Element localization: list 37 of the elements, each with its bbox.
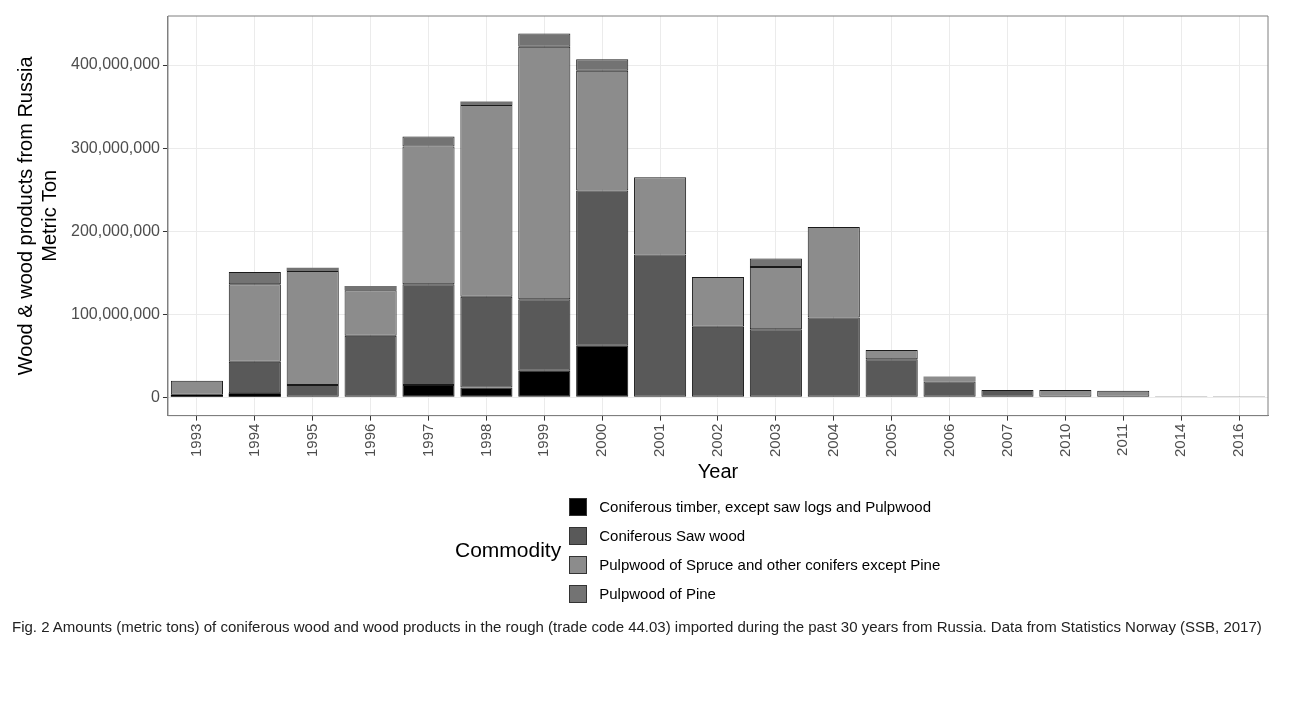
bar bbox=[228, 393, 281, 397]
x-tick-label: 2011 bbox=[1113, 423, 1131, 456]
x-tick-label: 2000 bbox=[592, 423, 610, 458]
bar bbox=[344, 286, 397, 291]
y-tick-label: 200,000,000 bbox=[70, 221, 161, 239]
y-tick-label: 400,000,000 bbox=[70, 55, 161, 73]
x-tick-label: 2003 bbox=[766, 423, 784, 458]
legend-label: Coniferous Saw wood bbox=[599, 527, 746, 544]
legend-title: Commodity bbox=[455, 538, 562, 562]
x-tick-label: 2001 bbox=[650, 423, 668, 458]
x-tick-label: 1993 bbox=[187, 423, 205, 458]
y-tick-label: 100,000,000 bbox=[70, 304, 161, 322]
x-tick-label: 2006 bbox=[939, 423, 957, 458]
bar bbox=[286, 267, 339, 272]
legend-label: Coniferous timber, except saw logs and Pulpwood bbox=[599, 498, 932, 515]
x-tick-label: 2005 bbox=[881, 423, 899, 458]
x-tick-label: 2014 bbox=[1171, 423, 1189, 458]
bar bbox=[923, 376, 976, 382]
x-tick-label: 1994 bbox=[244, 423, 262, 458]
legend-label: Pulpwood of Pine bbox=[599, 585, 716, 602]
bar bbox=[460, 101, 513, 105]
x-tick-label: 2007 bbox=[997, 423, 1015, 458]
x-tick-label: 2010 bbox=[1055, 423, 1073, 458]
x-tick-label: 1997 bbox=[418, 423, 436, 458]
x-tick-label: 2004 bbox=[823, 423, 841, 458]
x-tick-label: 1998 bbox=[476, 423, 494, 458]
y-tick-label: 0 bbox=[151, 387, 161, 405]
y-axis-title: Wood & wood products from Russia Metric Ton bbox=[13, 55, 60, 376]
x-axis-title: Year bbox=[697, 459, 739, 482]
x-tick-label: 1996 bbox=[360, 423, 378, 458]
y-tick-label: 300,000,000 bbox=[70, 138, 161, 156]
x-tick-label: 1999 bbox=[534, 423, 552, 458]
x-tick-label: 1995 bbox=[302, 423, 320, 458]
x-tick-label: 2016 bbox=[1229, 423, 1247, 458]
caption: Fig. 2 Amounts (metric tons) of coniferous wood and wood products in the rough (trade code 44.03) imported during the past 30 years from Russia. Data from Statistics Norway (SSB, 2017) bbox=[12, 617, 1263, 637]
x-tick-label: 2002 bbox=[708, 423, 726, 458]
legend-label: Pulpwood of Spruce and other conifers except Pine bbox=[599, 556, 941, 573]
